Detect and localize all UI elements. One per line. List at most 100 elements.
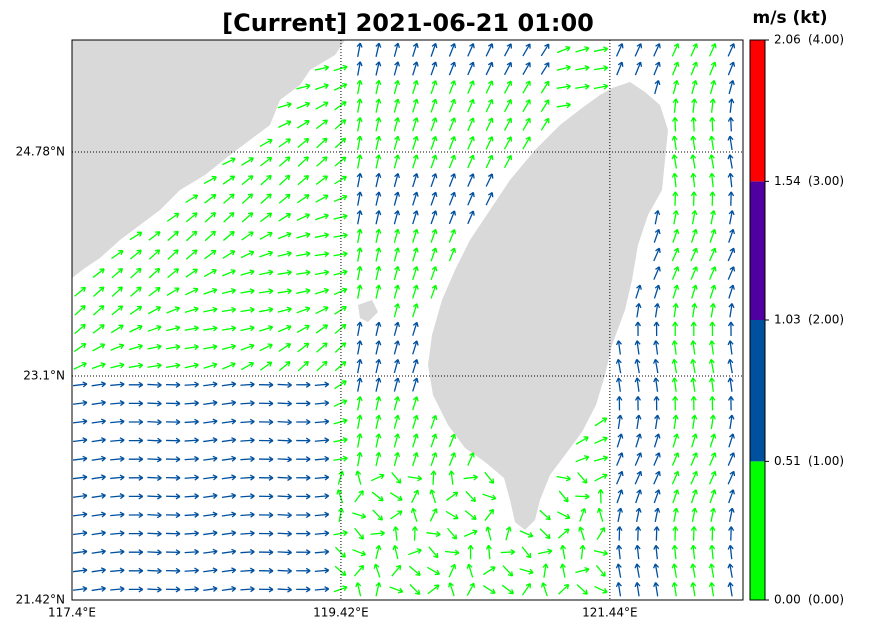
current-arrow: [615, 582, 622, 597]
current-arrow: [277, 586, 292, 593]
current-arrow: [167, 249, 179, 260]
current-arrow: [128, 362, 144, 369]
current-arrow: [540, 80, 550, 94]
current-arrow: [184, 474, 199, 481]
current-arrow: [615, 358, 622, 374]
current-arrow: [540, 99, 550, 113]
y-tick-label: 21.42°N: [16, 593, 65, 607]
current-arrow: [91, 511, 106, 518]
current-arrow: [222, 157, 236, 166]
current-arrow: [522, 61, 531, 75]
current-arrow: [203, 306, 218, 313]
current-arrow: [690, 470, 698, 485]
current-arrow: [375, 544, 382, 560]
current-arrow: [392, 526, 399, 541]
current-arrow: [448, 98, 457, 113]
current-arrow: [727, 266, 736, 280]
current-arrow: [393, 377, 401, 392]
current-arrow: [128, 437, 144, 444]
current-arrow: [92, 286, 105, 297]
current-arrow: [72, 530, 88, 537]
current-arrow: [277, 101, 292, 109]
current-arrow: [277, 567, 292, 575]
current-arrow: [111, 305, 124, 316]
current-arrow: [653, 433, 661, 448]
current-arrow: [485, 191, 494, 206]
current-arrow: [709, 79, 717, 95]
current-arrow: [690, 321, 697, 337]
current-arrow: [521, 546, 532, 559]
current-arrow: [128, 586, 144, 593]
current-arrow: [521, 583, 531, 596]
current-arrow: [671, 61, 680, 76]
current-arrow: [334, 137, 347, 149]
current-arrow: [203, 585, 218, 592]
current-arrow: [147, 343, 162, 350]
current-arrow: [258, 474, 274, 481]
current-arrow: [653, 489, 661, 504]
current-arrow: [296, 418, 311, 426]
current-arrow: [91, 492, 106, 499]
current-arrow: [392, 544, 399, 560]
current-arrow: [370, 473, 385, 482]
current-arrow: [110, 511, 125, 518]
current-arrow: [203, 343, 218, 350]
current-arrow: [634, 321, 642, 337]
current-arrow: [653, 247, 661, 262]
current-arrow: [444, 549, 460, 556]
current-arrow: [728, 433, 735, 448]
current-arrow: [91, 530, 106, 537]
current-arrow: [690, 228, 698, 243]
current-arrow: [297, 194, 310, 204]
current-arrow: [335, 546, 346, 558]
current-arrow: [147, 549, 162, 556]
current-arrow: [356, 135, 363, 150]
current-arrow: [708, 154, 715, 169]
current-arrow: [128, 381, 144, 388]
current-arrow: [409, 583, 421, 596]
colorbar-label: 1.54: [774, 174, 801, 188]
current-arrow: [375, 358, 382, 374]
current-arrow: [314, 530, 330, 537]
current-arrow: [671, 154, 678, 169]
current-arrow: [130, 286, 142, 297]
current-arrow: [708, 563, 715, 578]
current-arrow: [412, 191, 419, 206]
current-arrow: [296, 83, 311, 90]
current-arrow: [393, 135, 401, 150]
current-arrow: [165, 456, 181, 463]
current-arrow: [448, 228, 457, 243]
current-arrow: [148, 267, 161, 279]
current-arrow: [334, 323, 347, 334]
current-arrow: [393, 154, 401, 169]
current-arrow: [557, 528, 570, 539]
current-arrow: [430, 433, 438, 448]
current-arrow: [296, 306, 311, 314]
current-arrow: [333, 399, 348, 407]
current-arrow: [708, 135, 715, 151]
current-arrow: [728, 414, 735, 430]
current-arrow: [258, 567, 274, 574]
current-arrow: [464, 510, 477, 521]
current-arrow: [110, 381, 125, 388]
current-arrow: [539, 528, 551, 540]
colorbar-knot-label: (2.00): [808, 313, 844, 327]
current-arrow: [445, 491, 459, 502]
current-arrow: [147, 381, 162, 389]
current-arrow: [184, 325, 199, 332]
current-arrow: [296, 101, 311, 110]
current-arrow: [241, 231, 254, 241]
current-arrow: [221, 492, 237, 499]
current-arrow: [389, 586, 404, 594]
current-arrow: [72, 567, 88, 574]
current-arrow: [634, 452, 643, 466]
current-arrow: [240, 455, 255, 463]
current-arrow: [485, 544, 492, 560]
current-arrow: [375, 247, 382, 262]
current-arrow: [728, 191, 735, 206]
current-arrow: [356, 414, 363, 429]
current-arrow: [240, 325, 255, 332]
current-arrow: [375, 135, 382, 150]
current-arrow: [691, 303, 698, 318]
current-arrow: [430, 135, 438, 150]
